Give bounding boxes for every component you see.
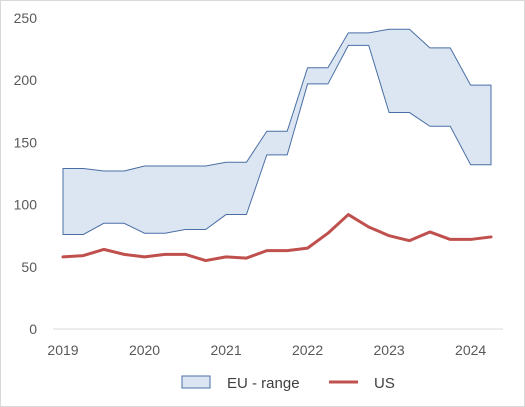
x-axis: 2019 2020 2021 2022 2023 2024 — [47, 328, 503, 358]
x-tick-label: 2024 — [455, 342, 486, 358]
legend-swatch-eu-range — [181, 375, 211, 389]
y-axis: 0 50 100 150 200 250 — [14, 10, 38, 337]
x-tick-label: 2021 — [210, 342, 241, 358]
legend: EU - range US — [181, 375, 395, 392]
legend-label-eu-range: EU - range — [227, 375, 300, 392]
y-tick-label: 250 — [14, 10, 38, 26]
x-tick-label: 2022 — [292, 342, 323, 358]
x-tick-label: 2019 — [47, 342, 78, 358]
y-tick-label: 50 — [21, 259, 37, 275]
legend-label-us: US — [374, 375, 395, 392]
y-tick-label: 200 — [14, 72, 38, 88]
us-line — [61, 213, 493, 263]
y-tick-label: 100 — [14, 197, 38, 213]
y-tick-label: 150 — [14, 134, 38, 150]
plot-area — [61, 28, 493, 263]
eu-range-band — [62, 28, 492, 235]
y-tick-label: 0 — [29, 321, 37, 337]
x-tick-label: 2023 — [374, 342, 405, 358]
x-tick-label: 2020 — [129, 342, 160, 358]
